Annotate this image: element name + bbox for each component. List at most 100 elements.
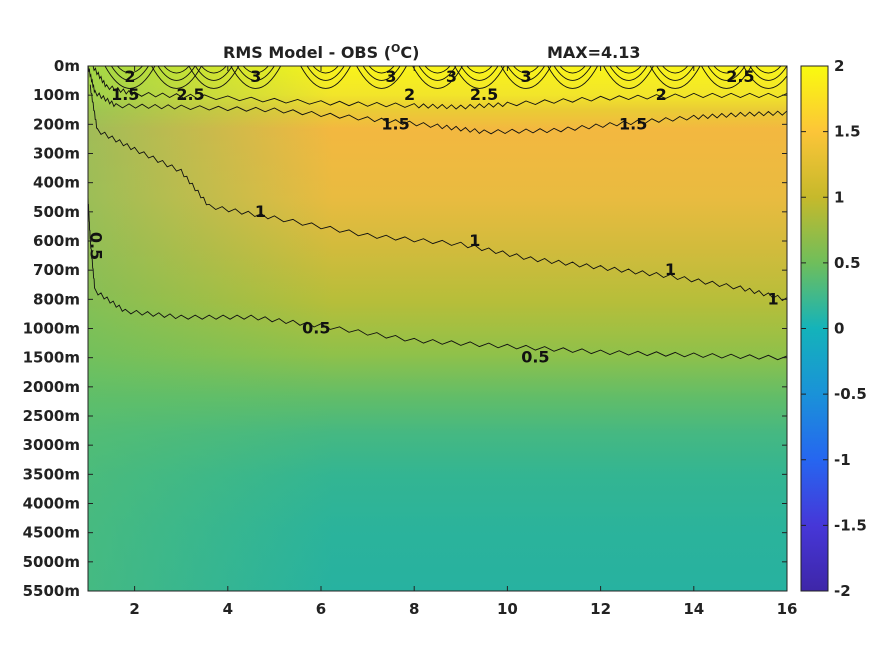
contour-line bbox=[615, 66, 642, 74]
contour-line bbox=[157, 66, 196, 81]
x-tick-label: 12 bbox=[590, 600, 611, 618]
colorbar-ticks: 2 1.5 1 0.5 0 -0.5 -1 -1.5 -2 bbox=[801, 57, 867, 600]
contour-line bbox=[553, 66, 592, 81]
contour-line bbox=[500, 66, 552, 89]
contour-line bbox=[312, 66, 339, 74]
colorbar-tick-label: -0.5 bbox=[834, 385, 867, 403]
contour-label: 3 bbox=[446, 67, 457, 86]
y-tick-label: 3000m bbox=[23, 436, 80, 454]
contour-line bbox=[743, 66, 787, 89]
contour-line bbox=[88, 195, 787, 361]
colorbar-tick-label: -1 bbox=[834, 451, 851, 469]
contour-label: 1.5 bbox=[381, 114, 409, 133]
contour-line bbox=[300, 66, 351, 89]
contour-line bbox=[466, 66, 493, 74]
heatmap-left-shade bbox=[88, 66, 787, 591]
x-tick-label: 4 bbox=[223, 600, 233, 618]
y-tick-label: 1000m bbox=[23, 320, 80, 338]
y-tick-label: 4000m bbox=[23, 495, 80, 513]
contour-line bbox=[104, 66, 156, 89]
contour-label: 1.5 bbox=[619, 114, 647, 133]
contour-line bbox=[230, 66, 282, 89]
contour-label: 2.5 bbox=[470, 85, 498, 104]
contour-label: 1 bbox=[665, 260, 676, 279]
colorbar-tick-label: 0.5 bbox=[834, 254, 861, 272]
colorbar-tick-label: 0 bbox=[834, 320, 844, 338]
contour-line bbox=[356, 66, 407, 89]
contour-line bbox=[412, 66, 463, 89]
contour-line bbox=[89, 84, 787, 302]
colorbar-tick-label: 2 bbox=[834, 57, 844, 75]
contour-line bbox=[513, 66, 540, 74]
contour-line bbox=[749, 66, 787, 81]
contour-line bbox=[656, 66, 695, 81]
contour-line bbox=[92, 66, 787, 110]
title-end: C) bbox=[400, 43, 419, 62]
contour-label: 3 bbox=[385, 67, 396, 86]
contour-line bbox=[362, 66, 401, 81]
contour-label: 3 bbox=[250, 67, 261, 86]
contour-line bbox=[559, 66, 586, 74]
y-tick-label: 5500m bbox=[23, 582, 80, 600]
contour-line bbox=[707, 66, 746, 81]
contour-label: 2.5 bbox=[726, 67, 754, 86]
contour-line bbox=[418, 66, 457, 81]
x-tick-label: 6 bbox=[316, 600, 326, 618]
contour-label: 2 bbox=[656, 85, 667, 104]
contour-line bbox=[547, 66, 598, 89]
y-tick-label: 600m bbox=[33, 232, 80, 250]
contour-line bbox=[368, 66, 395, 74]
contour-line bbox=[701, 66, 752, 89]
y-tick-label: 2000m bbox=[23, 378, 80, 396]
contour-line bbox=[507, 66, 545, 81]
title-superscript: O bbox=[391, 42, 400, 55]
x-tick-label: 16 bbox=[777, 600, 798, 618]
y-tick-label: 2500m bbox=[23, 407, 80, 425]
contour-line bbox=[662, 66, 689, 74]
contour-line bbox=[713, 66, 740, 74]
colorbar-tick-label: -2 bbox=[834, 582, 851, 600]
y-axis: 0m 100m 200m 300m 400m 500m 600m 700m 800m 1000m 1… bbox=[23, 57, 787, 600]
y-tick-label: 1500m bbox=[23, 349, 80, 367]
y-tick-label: 800m bbox=[33, 290, 80, 308]
contour-line bbox=[200, 66, 227, 74]
contour-label: 1 bbox=[767, 289, 778, 308]
y-tick-label: 400m bbox=[33, 174, 80, 192]
colorbar-tick-label: 1.5 bbox=[834, 123, 861, 141]
contour-line bbox=[609, 66, 648, 81]
contour-line bbox=[88, 66, 787, 135]
y-tick-label: 5000m bbox=[23, 553, 80, 571]
contour-line bbox=[603, 66, 654, 89]
contour-line bbox=[242, 66, 269, 74]
x-axis: 2 4 6 8 10 12 14 16 bbox=[129, 66, 797, 618]
y-tick-label: 0m bbox=[54, 57, 80, 75]
contour-line bbox=[151, 66, 202, 89]
contour-line bbox=[424, 66, 451, 74]
contour-label: 0.5 bbox=[302, 319, 330, 338]
contour-label: 1.5 bbox=[111, 85, 139, 104]
contour-line bbox=[755, 66, 782, 74]
contour-line bbox=[460, 66, 499, 81]
y-tick-label: 300m bbox=[33, 145, 80, 163]
colorbar: 2 1.5 1 0.5 0 -0.5 -1 -1.5 -2 bbox=[800, 57, 867, 600]
contour-line bbox=[194, 66, 233, 81]
contour-label: 0.5 bbox=[87, 232, 106, 260]
x-tick-label: 10 bbox=[497, 600, 518, 618]
y-tick-label: 500m bbox=[33, 203, 80, 221]
x-tick-label: 2 bbox=[129, 600, 139, 618]
contour-line bbox=[306, 66, 345, 81]
chart-title: RMS Model - OBS (OC) bbox=[223, 42, 419, 62]
x-tick-label: 14 bbox=[683, 600, 704, 618]
contour-label: 2.5 bbox=[176, 85, 204, 104]
y-tick-label: 700m bbox=[33, 261, 80, 279]
contour-label: 0.5 bbox=[521, 348, 549, 367]
contour-lines bbox=[88, 66, 787, 361]
y-tick-label: 100m bbox=[33, 86, 80, 104]
y-tick-label: 3500m bbox=[23, 465, 80, 483]
colorbar-tick-label: 1 bbox=[834, 188, 844, 206]
colorbar-tick-label: -1.5 bbox=[834, 516, 867, 534]
contour-line bbox=[163, 66, 190, 74]
contour-label: 2 bbox=[124, 67, 135, 86]
